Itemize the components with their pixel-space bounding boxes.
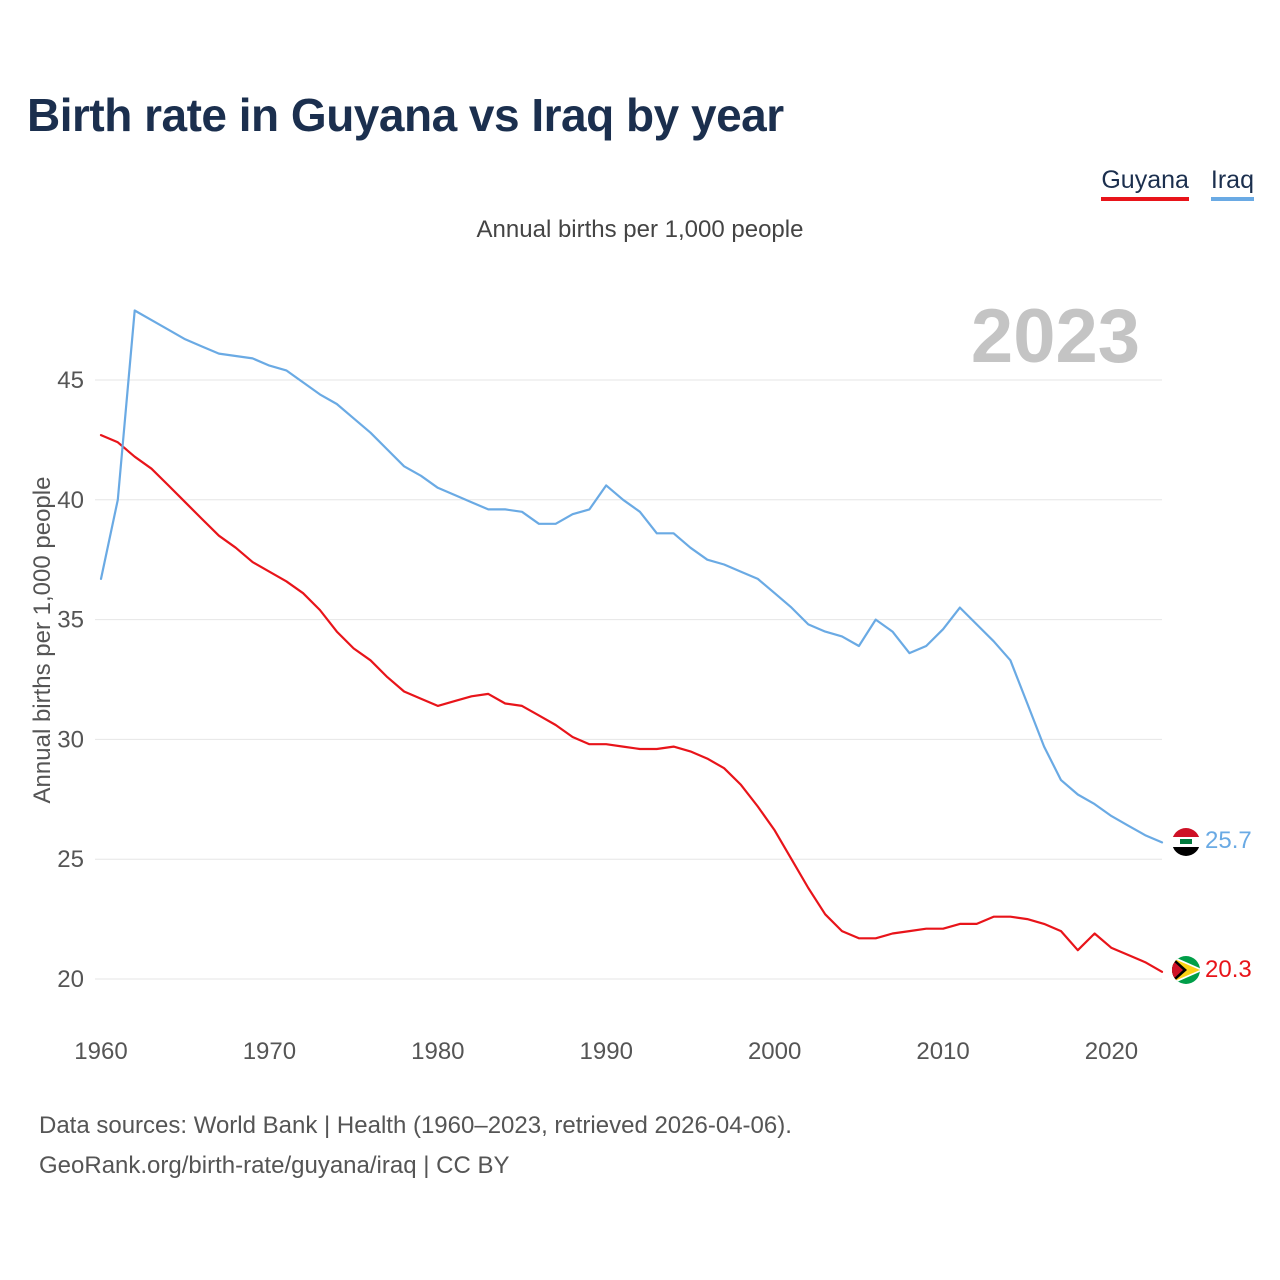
series-line-guyana [99,434,1164,973]
guyana-end-value: 20.3 [1205,956,1252,983]
x-tick-label: 2010 [916,1038,969,1065]
guyana-flag-icon [1172,956,1200,984]
x-axis-ticks: 1960 1970 1980 1990 2000 2010 2020 [74,1038,1138,1065]
legend-item-guyana[interactable]: Guyana [1101,166,1189,201]
source-url[interactable]: GeoRank.org/birth-rate/guyana/iraq | CC … [39,1152,510,1179]
y-tick-label: 30 [57,726,84,753]
x-tick-label: 2000 [748,1038,801,1065]
y-axis-ticks: 20 25 30 35 40 45 [57,367,84,993]
chart-title: Birth rate in Guyana vs Iraq by year [27,89,784,141]
y-tick-label: 40 [57,487,84,514]
y-tick-label: 45 [57,367,84,394]
legend-item-iraq[interactable]: Iraq [1210,166,1254,201]
y-tick-label: 25 [57,846,84,873]
x-tick-label: 1970 [243,1038,296,1065]
legend: Guyana Iraq [1101,166,1254,201]
y-tick-label: 35 [57,607,84,634]
footer: Data sources: World Bank | Health (1960–… [39,1106,792,1186]
x-tick-label: 1990 [580,1038,633,1065]
x-tick-label: 1960 [74,1038,127,1065]
iraq-flag-icon [1172,828,1200,856]
x-tick-label: 1980 [411,1038,464,1065]
grid-lines [95,379,1162,980]
year-watermark: 2023 [971,294,1140,379]
chart-subtitle: Annual births per 1,000 people [476,216,804,243]
series-lines [99,309,1164,973]
x-tick-label: 2020 [1085,1038,1138,1065]
data-source-note: Data sources: World Bank | Health (1960–… [39,1112,792,1139]
series-line-iraq [99,309,1164,844]
iraq-end-value: 25.7 [1205,827,1252,854]
y-axis-label: Annual births per 1,000 people [29,477,56,804]
y-tick-label: 20 [57,966,84,993]
